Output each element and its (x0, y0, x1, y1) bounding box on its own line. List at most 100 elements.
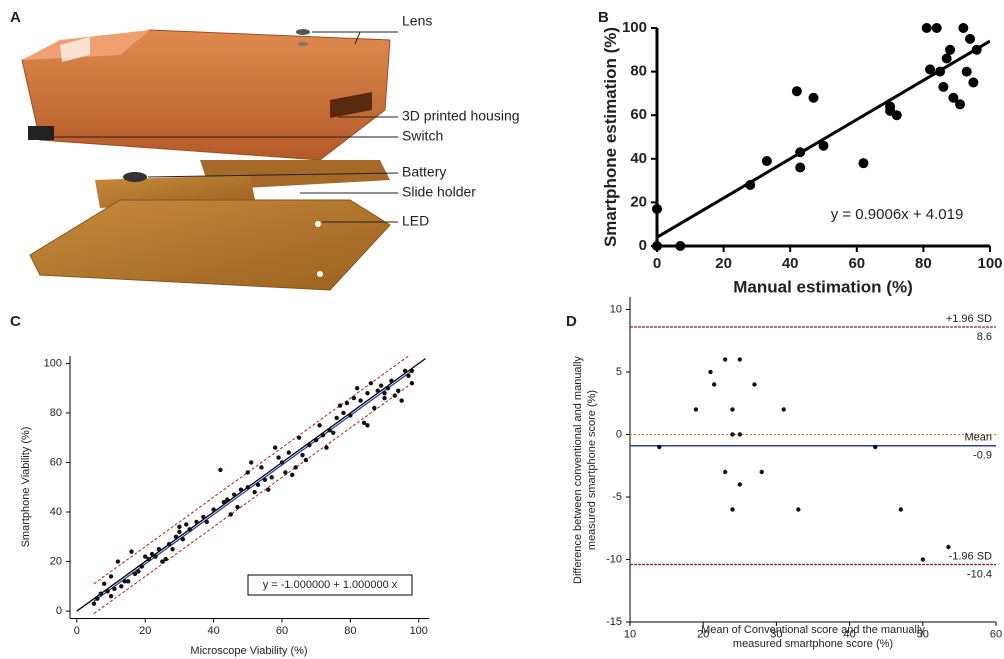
point (730, 432, 735, 437)
y-axis-label: Smartphone Viability (%) (20, 427, 32, 548)
reference-label: Mean (964, 432, 992, 444)
x-tick-label: 0 (653, 255, 661, 272)
point (361, 420, 367, 426)
point (221, 499, 227, 505)
point (272, 445, 278, 450)
point (324, 445, 329, 450)
part-label: Battery (402, 164, 446, 180)
point (201, 514, 206, 520)
point (98, 591, 103, 596)
point (95, 596, 100, 601)
point (795, 162, 806, 173)
x-tick-label: 20 (139, 625, 151, 637)
y-tick-label: 100 (622, 19, 647, 36)
point (396, 388, 401, 393)
point (143, 554, 148, 559)
point (737, 357, 742, 362)
point (946, 544, 951, 550)
point (125, 579, 131, 584)
point (303, 457, 309, 463)
fit-line (93, 356, 409, 585)
point (331, 430, 336, 435)
point (313, 437, 319, 443)
point (194, 519, 199, 525)
point (652, 203, 662, 214)
x-axis-label: Microscope Viability (%) (190, 645, 307, 657)
point (971, 44, 982, 55)
point (941, 53, 952, 64)
point (675, 241, 686, 251)
x-axis-label: Mean of Conventional score and the manua… (701, 624, 925, 650)
point (818, 140, 829, 151)
point (752, 382, 757, 387)
point (737, 432, 742, 437)
x-tick-label: 10 (624, 629, 636, 641)
fit-line (76, 357, 426, 612)
point (961, 66, 972, 77)
point (389, 378, 394, 383)
point (657, 444, 662, 450)
point (146, 556, 151, 562)
point (204, 519, 209, 525)
point (858, 158, 869, 169)
y-tick-label: -5 (612, 491, 622, 503)
point (375, 388, 380, 393)
panel-label: B (598, 9, 609, 26)
point (737, 482, 742, 487)
y-tick-label: 10 (610, 303, 622, 315)
point (365, 423, 370, 428)
point (796, 507, 801, 512)
point (245, 470, 250, 475)
x-tick-label: 60 (276, 625, 288, 637)
point (320, 433, 326, 438)
point (129, 549, 134, 554)
point (344, 400, 350, 406)
point (730, 407, 735, 412)
point (365, 390, 370, 396)
y-tick-label: 5 (616, 366, 622, 378)
x-tick-label: 20 (697, 629, 709, 641)
point (317, 423, 322, 428)
point (177, 524, 182, 530)
y-tick-label: 60 (50, 456, 62, 468)
x-tick-label: 30 (770, 629, 782, 641)
x-tick-label: 20 (715, 255, 732, 272)
reference-value: -0.9 (973, 450, 992, 462)
point (925, 64, 936, 75)
part-label: LED (402, 213, 429, 229)
point (296, 435, 302, 440)
plot-area (657, 39, 990, 239)
point (225, 497, 230, 502)
point (218, 467, 223, 473)
point (795, 147, 806, 158)
y-tick-label: 0 (56, 605, 62, 617)
point (293, 465, 298, 470)
point (358, 398, 363, 403)
point (945, 44, 956, 55)
y-tick-label: 40 (50, 506, 62, 518)
point (382, 395, 387, 401)
point (286, 450, 292, 455)
point (791, 86, 802, 97)
y-tick-label: -15 (606, 616, 622, 628)
point (708, 369, 713, 375)
x-tick-label: 100 (410, 625, 428, 637)
point (920, 557, 925, 562)
point (108, 594, 114, 599)
point (105, 589, 110, 594)
point (958, 23, 969, 33)
point (938, 81, 949, 92)
y-axis-label-line: measured smartphone score (%) (586, 390, 598, 550)
point (368, 381, 374, 386)
point (132, 571, 138, 577)
point (382, 390, 387, 396)
y-tick-label: 0 (616, 428, 622, 440)
point (351, 395, 356, 401)
y-tick-label: 100 (44, 357, 62, 369)
part-label: Lens (402, 13, 432, 29)
reference-value: -10.4 (967, 568, 992, 580)
point (238, 487, 244, 492)
x-tick-label: 60 (848, 255, 865, 272)
point (355, 385, 360, 391)
